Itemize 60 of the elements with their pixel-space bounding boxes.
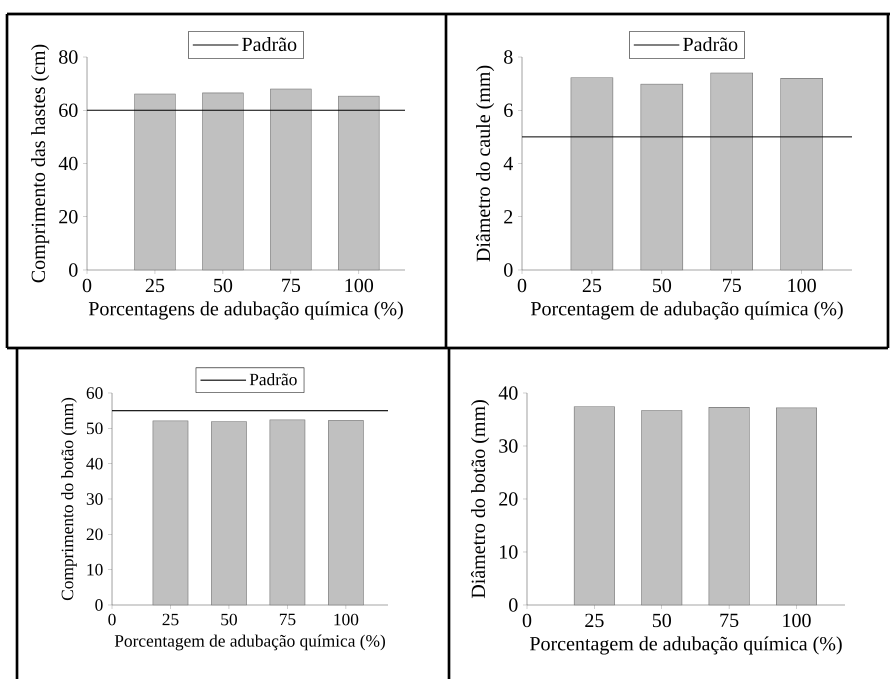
y-tick-label: 40 xyxy=(58,156,78,170)
y-tick-label: 10 xyxy=(500,545,518,559)
x-axis-title: Porcentagens de adubação química (%) xyxy=(88,301,403,320)
bar xyxy=(270,88,312,270)
x-tick-label: 100 xyxy=(334,614,358,626)
y-tick-label: 6 xyxy=(504,104,513,117)
y-axis-title: Diâmetro do botão (mm) xyxy=(470,400,490,598)
bar xyxy=(202,92,244,270)
y-tick-label: 50 xyxy=(86,422,103,434)
y-tick-label: 20 xyxy=(499,492,518,506)
y-axis-title: Comprimento das hastes (cm) xyxy=(31,44,50,282)
y-tick-label: 0 xyxy=(509,598,518,612)
x-tick-label: 25 xyxy=(162,614,178,626)
bar xyxy=(338,96,380,270)
x-tick-label: 75 xyxy=(282,278,300,292)
y-tick-label: 40 xyxy=(86,458,103,470)
y-tick-label: 0 xyxy=(504,263,513,277)
y-tick-label: 20 xyxy=(86,528,103,540)
x-tick-label: 0 xyxy=(522,614,532,628)
x-tick-label: 50 xyxy=(214,278,232,292)
x-tick-label: 100 xyxy=(783,614,811,628)
y-tick-label: 4 xyxy=(504,156,513,170)
x-axis-title: Porcentagem de adubação química (%) xyxy=(114,634,386,650)
y-tick-label: 60 xyxy=(86,387,103,399)
x-tick-label: 75 xyxy=(280,614,296,626)
bar xyxy=(134,94,176,270)
x-tick-label: 50 xyxy=(221,614,237,626)
y-tick-label: 30 xyxy=(499,439,518,453)
y-axis-title: Comprimento do botão (mm) xyxy=(61,398,77,600)
x-tick-label: 75 xyxy=(723,278,741,292)
y-tick-label: 10 xyxy=(87,564,103,576)
y-tick-label: 0 xyxy=(95,599,103,611)
x-axis-title: Porcentagem de adubação química (%) xyxy=(530,636,842,655)
legend-label: Padrão xyxy=(250,373,297,386)
y-axis-title: Diâmetro do caule (mm) xyxy=(476,66,494,262)
y-tick-label: 60 xyxy=(59,104,78,117)
bar xyxy=(570,78,614,270)
x-tick-label: 75 xyxy=(720,614,738,627)
x-tick-label: 25 xyxy=(582,278,602,292)
x-tick-label: 50 xyxy=(652,614,671,628)
y-tick-label: 8 xyxy=(504,50,513,64)
y-tick-label: 40 xyxy=(498,386,518,400)
legend-label: Padrão xyxy=(683,37,738,52)
legend-label: Padrão xyxy=(242,37,296,52)
x-axis-title: Porcentagem de adubação química (%) xyxy=(530,301,843,320)
y-tick-label: 30 xyxy=(86,493,103,505)
x-tick-label: 100 xyxy=(788,278,816,292)
y-tick-label: 20 xyxy=(59,210,78,224)
y-tick-label: 0 xyxy=(69,263,78,277)
x-tick-label: 100 xyxy=(346,278,374,292)
x-tick-label: 0 xyxy=(108,614,116,626)
x-tick-label: 25 xyxy=(585,614,604,628)
bar xyxy=(780,78,823,270)
bar xyxy=(640,84,684,270)
x-tick-label: 25 xyxy=(146,278,164,292)
bar xyxy=(710,72,753,270)
y-tick-label: 2 xyxy=(504,210,512,224)
x-tick-label: 0 xyxy=(518,278,526,292)
y-tick-label: 80 xyxy=(59,50,78,64)
x-tick-label: 50 xyxy=(653,278,672,292)
